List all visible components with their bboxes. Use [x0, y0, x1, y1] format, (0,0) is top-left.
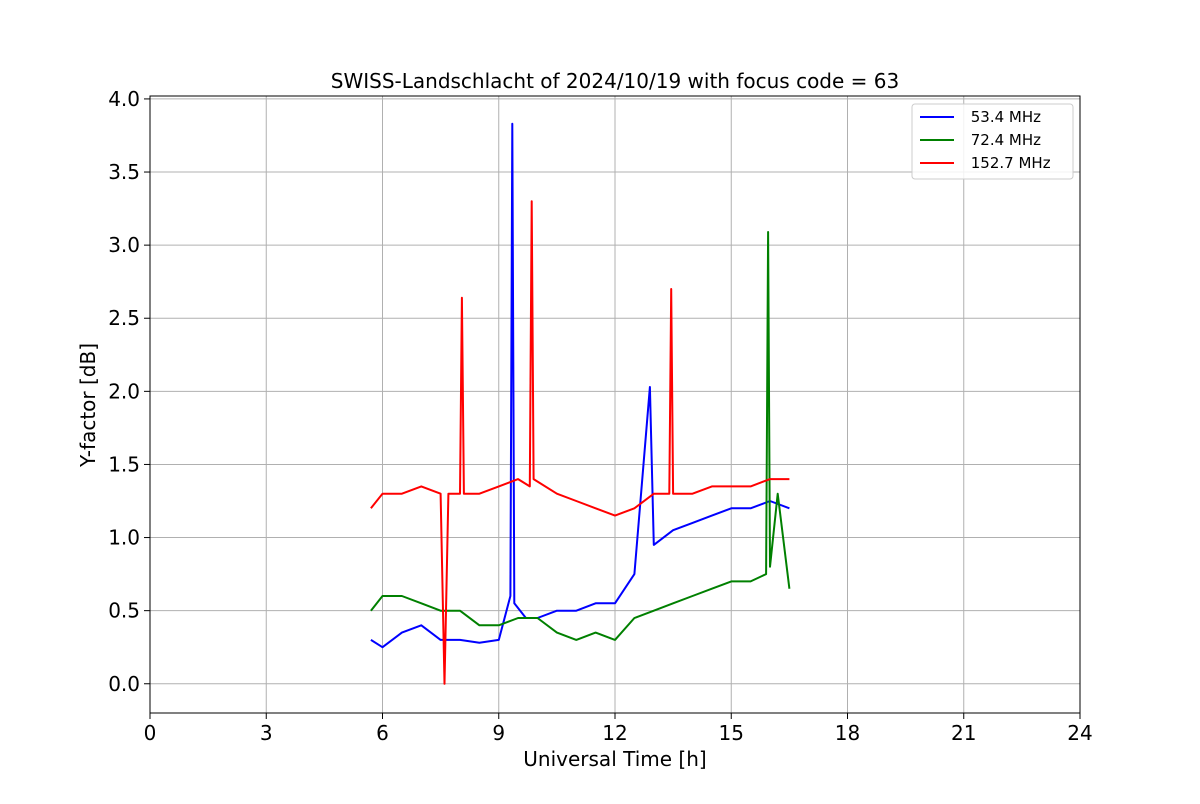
axis-ticks: 0 3 6 9 12 15 18 21 24 0.0 0.5 1.0 1.5 2.0 2.5 3.0 3.5 4.… — [108, 87, 1093, 745]
x-tick-label: 3 — [260, 721, 273, 745]
x-tick-label: 24 — [1067, 721, 1092, 745]
series-group — [370, 122, 791, 685]
legend-label-72-4: 72.4 MHz — [966, 131, 1041, 149]
x-tick-label: 18 — [835, 721, 860, 745]
legend-box — [911, 103, 1074, 180]
y-tick-label: 1.5 — [108, 452, 140, 476]
y-tick-label: 3.0 — [108, 233, 140, 257]
x-tick-label: 21 — [951, 721, 976, 745]
y-tick-label: 0.5 — [108, 599, 140, 623]
y-tick-label: 4.0 — [108, 87, 140, 111]
x-tick-label: 6 — [376, 721, 389, 745]
y-axis-label: Y-factor [dB] — [76, 343, 100, 468]
x-tick-label: 9 — [492, 721, 505, 745]
x-axis-label: Universal Time [h] — [523, 747, 706, 771]
y-tick-label: 2.5 — [108, 306, 140, 330]
x-tick-label: 15 — [719, 721, 744, 745]
chart-title: SWISS-Landschlacht of 2024/10/19 with fo… — [331, 69, 899, 93]
legend: 53.4 MHz 72.4 MHz 152.7 MHz — [911, 103, 1074, 180]
legend-label-152-7: 152.7 MHz — [966, 154, 1051, 172]
y-tick-label: 1.0 — [108, 526, 140, 550]
series-line-0 — [370, 122, 790, 649]
legend-label-53-4: 53.4 MHz — [966, 108, 1041, 126]
y-tick-label: 3.5 — [108, 160, 140, 184]
x-tick-label: 0 — [144, 721, 157, 745]
y-tick-label: 0.0 — [108, 672, 140, 696]
x-tick-label: 12 — [602, 721, 627, 745]
series-line-2 — [370, 200, 790, 685]
y-tick-label: 2.0 — [108, 379, 140, 403]
